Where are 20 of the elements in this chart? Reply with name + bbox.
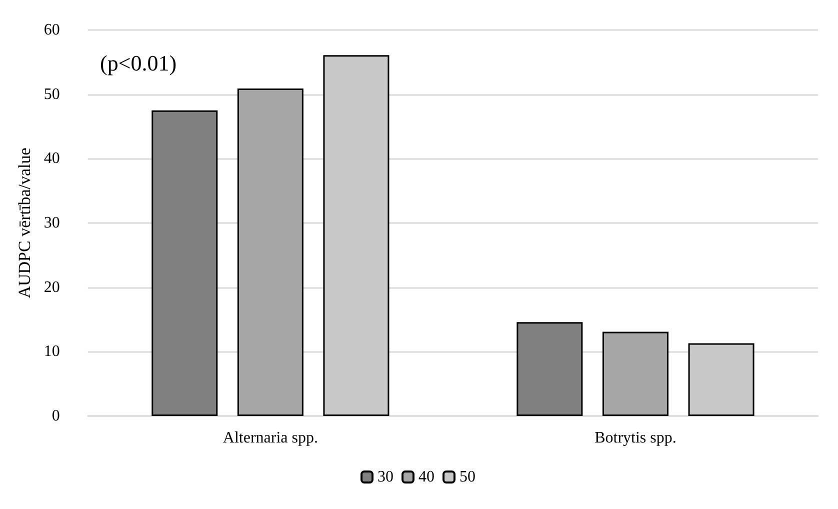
x-tick-label: Alternaria spp. [222,430,318,446]
bar [237,88,304,416]
bar [516,322,583,416]
bar [602,332,668,416]
y-tick-label: 0 [52,408,60,424]
y-axis-title: AUDPC vērtība/value [15,148,34,298]
bar [688,343,754,416]
y-tick-label: 30 [44,214,60,232]
y-tick-label: 10 [44,343,60,360]
y-tick-label: 20 [44,278,60,296]
x-tick-label: Botrytis spp. [594,430,676,446]
y-tick-label: 40 [44,150,60,168]
y-tick-label: 50 [44,86,60,103]
legend-label: 40 [418,468,434,486]
legend-label: 30 [378,468,394,486]
legend-label: 50 [460,468,476,486]
bar [323,55,390,416]
bar [152,110,218,416]
annotation: (p<0.01) [100,50,177,76]
y-tick-label: 60 [44,22,60,38]
